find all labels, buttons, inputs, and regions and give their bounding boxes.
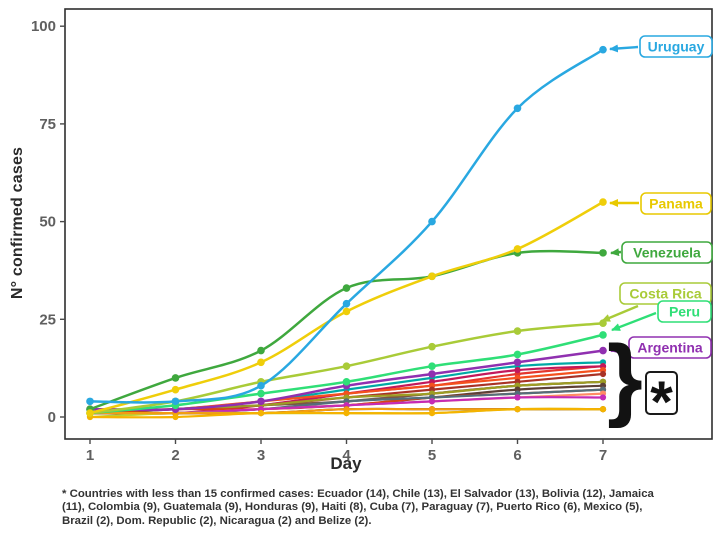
series-point-venezuela bbox=[171, 374, 180, 382]
y-tick-label: 100 bbox=[31, 18, 56, 35]
y-tick-label: 75 bbox=[39, 116, 56, 133]
x-tick-label: 3 bbox=[257, 447, 265, 464]
y-axis-title: N° confirmed cases bbox=[9, 146, 26, 300]
callout-box-argentina bbox=[628, 336, 712, 359]
series-point-el-salvador bbox=[514, 367, 521, 374]
callout-arrow-venezuela bbox=[610, 248, 622, 257]
series-point-peru bbox=[513, 350, 522, 359]
series-point-panama bbox=[513, 245, 522, 253]
series-uruguay bbox=[86, 45, 607, 406]
series-point-peru bbox=[342, 378, 351, 386]
callout-arrow-costa-rica bbox=[601, 304, 639, 323]
y-tick-label: 25 bbox=[39, 311, 56, 328]
y-tick-label: 0 bbox=[48, 409, 56, 426]
series-point-belize bbox=[172, 413, 179, 421]
x-tick-label: 6 bbox=[513, 447, 521, 464]
callout-arrow-argentina bbox=[610, 345, 628, 354]
asterisk-box bbox=[645, 371, 678, 415]
x-tick-label: 7 bbox=[599, 447, 607, 464]
plot-panel-border bbox=[64, 8, 713, 440]
series-point-panama bbox=[86, 409, 94, 417]
series-point-costa-rica bbox=[342, 362, 351, 370]
series-point-peru bbox=[599, 331, 607, 339]
callout-box-peru bbox=[657, 300, 712, 323]
series-point-venezuela bbox=[599, 249, 607, 257]
x-tick-label: 4 bbox=[342, 447, 351, 464]
series-point-venezuela bbox=[342, 284, 351, 292]
callout-label-panama: Panama bbox=[649, 196, 703, 212]
callout-label-uruguay: Uruguay bbox=[648, 39, 705, 55]
series-point-panama bbox=[599, 198, 607, 206]
series-line-uruguay bbox=[88, 48, 605, 404]
x-tick-label: 5 bbox=[428, 447, 436, 464]
series-venezuela bbox=[86, 249, 607, 413]
series-point-uruguay bbox=[257, 381, 265, 390]
y-tick-label: 50 bbox=[39, 214, 56, 231]
series-point-mexico bbox=[428, 398, 436, 405]
series-peru bbox=[86, 331, 607, 417]
series-point-panama bbox=[171, 385, 180, 394]
series-belize bbox=[86, 406, 607, 421]
callout-label-venezuela: Venezuela bbox=[633, 245, 701, 261]
series-point-panama bbox=[428, 272, 436, 281]
series-point-panama bbox=[342, 307, 351, 316]
series-point-argentina bbox=[257, 397, 265, 406]
series-panama bbox=[86, 198, 607, 417]
x-axis-title: Day bbox=[330, 454, 362, 473]
callout-label-costa-rica: Costa Rica bbox=[629, 286, 702, 302]
footnote-text: * Countries with less than 15 confirmed … bbox=[62, 488, 654, 527]
series-point-jamaica bbox=[599, 370, 607, 378]
series-point-mexico bbox=[514, 394, 521, 401]
series-point-uruguay bbox=[86, 397, 94, 406]
callout-label-peru: Peru bbox=[669, 304, 700, 320]
series-point-uruguay bbox=[513, 104, 522, 113]
series-point-argentina bbox=[428, 370, 436, 378]
callout-arrow-uruguay bbox=[609, 44, 639, 53]
series-point-uruguay bbox=[599, 45, 607, 54]
series-point-belize bbox=[257, 409, 265, 417]
callout-label-argentina: Argentina bbox=[637, 340, 703, 356]
series-point-peru bbox=[428, 362, 436, 370]
series-point-belize bbox=[514, 406, 521, 413]
series-point-uruguay bbox=[342, 299, 351, 308]
series-point-belize bbox=[343, 409, 350, 417]
series-point-panama bbox=[257, 358, 265, 367]
cluster-brace: } bbox=[607, 327, 643, 429]
series-point-uruguay bbox=[428, 217, 436, 226]
series-point-belize bbox=[428, 409, 436, 417]
series-point-costa-rica bbox=[428, 342, 436, 351]
asterisk-glyph: * bbox=[650, 370, 673, 435]
series-point-uruguay bbox=[171, 397, 180, 406]
x-tick-label: 1 bbox=[86, 447, 94, 464]
callout-arrow-peru bbox=[611, 311, 657, 332]
callout-box-venezuela bbox=[621, 241, 713, 264]
callout-box-uruguay bbox=[639, 35, 713, 58]
series-point-mexico bbox=[599, 394, 607, 401]
line-chart: 0 25 50 75 100 1 2 3 4 5 6 7 Uruguay Panama Venezuela C… bbox=[31, 8, 713, 464]
series-point-belize bbox=[599, 406, 607, 413]
x-tick-label: 2 bbox=[171, 447, 179, 464]
series-point-argentina bbox=[599, 346, 607, 355]
series-point-costa-rica bbox=[513, 327, 522, 335]
callout-box-panama bbox=[640, 192, 712, 215]
series-point-argentina bbox=[513, 358, 522, 367]
series-point-venezuela bbox=[257, 346, 265, 355]
series-point-peru bbox=[257, 389, 265, 398]
